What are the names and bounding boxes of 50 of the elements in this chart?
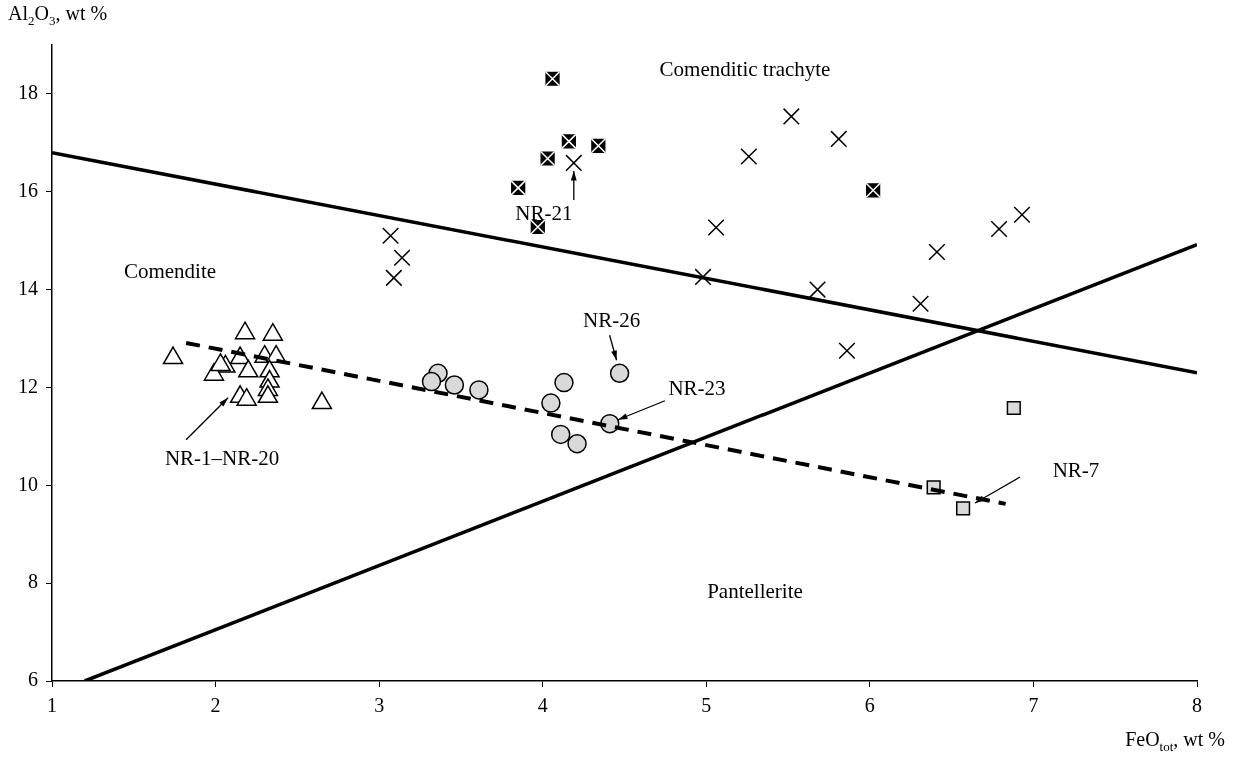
annotation: NR-23	[668, 376, 726, 401]
y-tick-label: 6	[28, 668, 38, 691]
point	[838, 342, 856, 360]
point	[541, 393, 561, 413]
point	[469, 380, 489, 400]
y-tick-label: 10	[18, 472, 38, 495]
point	[554, 372, 574, 393]
point	[830, 130, 848, 148]
point	[740, 148, 758, 166]
y-tick-label: 18	[18, 81, 38, 104]
point	[808, 281, 827, 299]
point	[550, 424, 571, 445]
point	[1006, 400, 1021, 416]
point	[609, 363, 630, 384]
point	[990, 220, 1008, 238]
x-tick-label: 5	[701, 694, 712, 717]
point	[444, 375, 465, 395]
point	[565, 154, 583, 172]
point	[1013, 206, 1031, 224]
point	[385, 269, 403, 287]
y-tick-label: 8	[28, 570, 38, 593]
point	[421, 371, 442, 392]
x-tick-label: 2	[210, 694, 221, 717]
x-tick-label: 8	[1192, 694, 1202, 717]
y-tick-label: 12	[18, 374, 38, 397]
y-tick-label: 16	[18, 179, 38, 202]
x-tick-label: 6	[864, 694, 875, 717]
point	[928, 243, 946, 261]
point	[912, 295, 930, 313]
x-tick-label: 3	[374, 694, 385, 717]
annotation: Comendite	[123, 258, 217, 283]
point	[382, 227, 400, 245]
point	[955, 501, 971, 516]
x-tick-label: 7	[1028, 694, 1039, 717]
point	[567, 433, 587, 454]
x-axis-title: FeO$_{tot}$, wt %	[1125, 728, 1225, 755]
annotation: NR-21	[515, 201, 573, 226]
annotation: Pantellerite	[707, 578, 803, 603]
annotation: Comenditic trachyte	[659, 56, 831, 81]
annotation: NR-26	[583, 307, 641, 332]
x-tick-label: 1	[47, 694, 57, 717]
point	[707, 218, 725, 237]
point	[393, 249, 411, 267]
y-axis-title: Al$_{2}$O$_{3}$, wt %	[8, 2, 108, 29]
annotation: NR-7	[1052, 457, 1100, 482]
x-tick-label: 4	[537, 694, 548, 717]
point	[782, 107, 800, 125]
point	[694, 268, 712, 286]
annotation: NR-1–NR-20	[164, 446, 280, 471]
y-tick-label: 14	[18, 276, 38, 299]
